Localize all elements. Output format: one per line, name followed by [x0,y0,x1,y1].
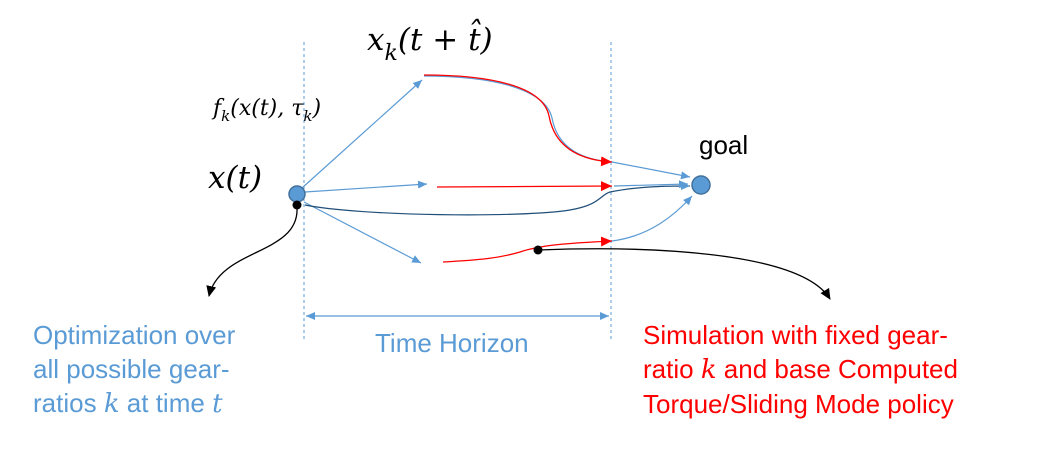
simulation-note-line-3: Torque/Sliding Mode policy [643,389,954,419]
left-callout-arrow [206,206,298,297]
lower-trajectory-blue [611,195,693,242]
right-callout-arrow [537,248,831,300]
direct-curve-to-goal [304,182,691,216]
dynamics-label: fk(x(t), τk) [211,96,321,125]
simulation-note: Simulation with fixed gear- ratio k and … [643,318,1033,421]
current-state-node [288,185,306,203]
branch-arrow-up [301,79,423,189]
lower-trajectory-red [442,236,613,263]
left-callout-dot [292,200,302,210]
optimization-note: Optimization over all possible gear- rat… [33,318,293,421]
optimization-note-line-3: ratios k at time t [33,388,223,419]
upper-trajectory-red [423,74,613,167]
time-horizon-label: Time Horizon [375,328,529,358]
optimization-note-line-2: all possible gear- [33,354,230,384]
branch-arrow-middle [304,180,428,193]
upper-trajectory-blue [423,75,691,180]
simulation-note-line-1: Simulation with fixed gear- [643,320,948,350]
current-state-label: x(t) [208,160,262,196]
right-callout-dot [533,245,543,255]
optimization-note-line-1: Optimization over [33,320,236,350]
simulation-note-line-2: ratio k and base Computed [643,354,958,385]
goal-label: goal [699,130,748,160]
goal-node [691,175,711,195]
middle-trajectory-blue [613,180,689,189]
branch-arrow-down [303,201,422,264]
future-state-label: xk(t + t̂) [367,17,493,66]
middle-trajectory-red [436,181,613,192]
